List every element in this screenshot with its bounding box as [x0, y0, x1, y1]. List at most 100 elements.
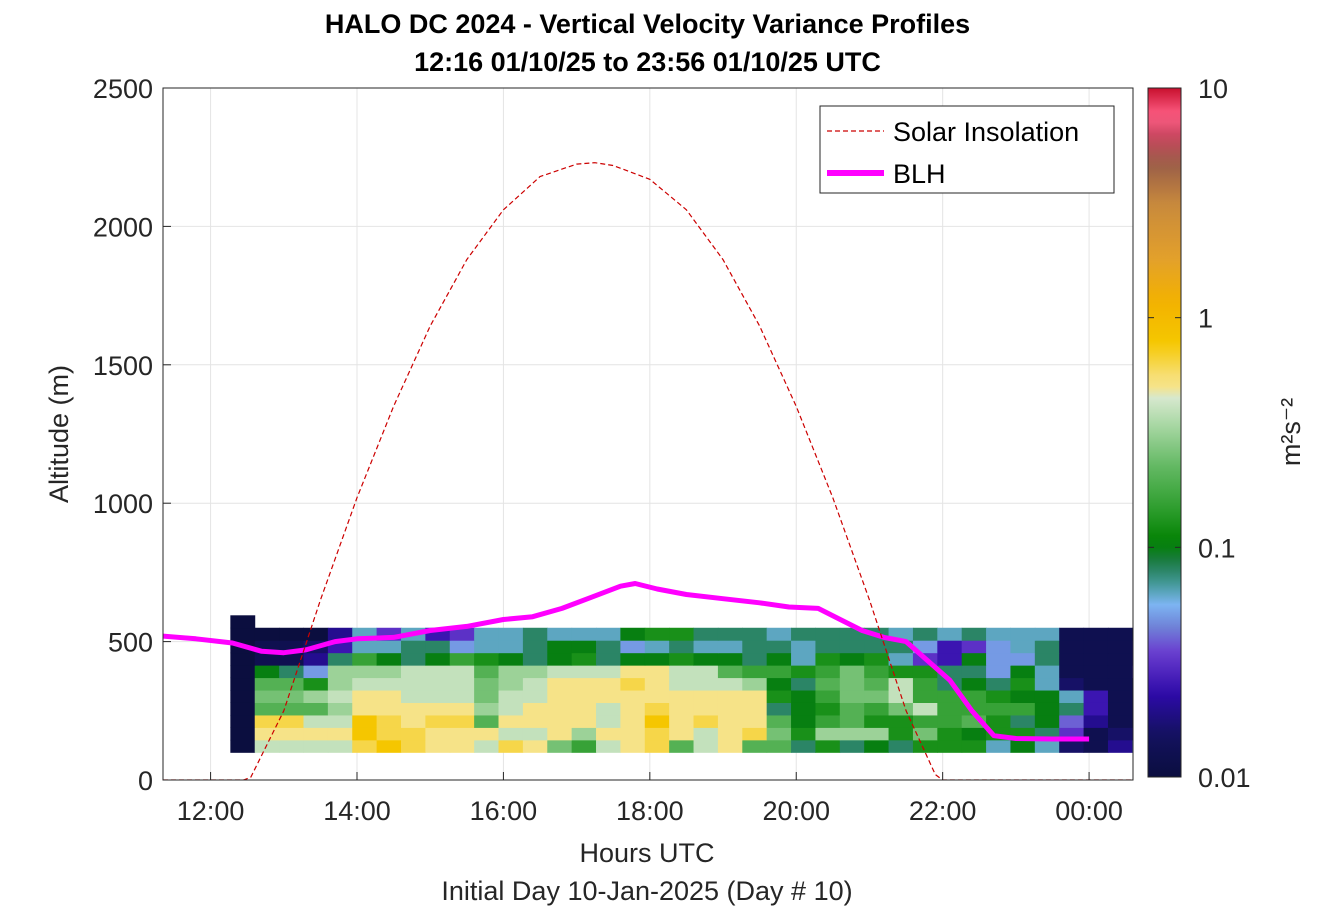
heatmap-cell [230, 615, 256, 629]
heatmap-cell [644, 727, 670, 741]
heatmap-cell [839, 652, 865, 666]
heatmap-cell [547, 652, 573, 666]
heatmap-cell [766, 665, 792, 679]
heatmap-cell [474, 665, 500, 679]
heatmap-cell [912, 702, 938, 716]
heatmap-cell [864, 677, 890, 691]
heatmap-cell [1034, 739, 1060, 753]
heatmap-cell [400, 640, 426, 654]
heatmap-cell [547, 714, 573, 728]
heatmap-cell [376, 690, 402, 703]
heatmap-cell [279, 727, 304, 741]
heatmap-cell [230, 677, 256, 691]
heatmap-cell [961, 677, 987, 691]
y-axis-label: Altitude (m) [44, 365, 74, 503]
heatmap-cell [327, 690, 353, 703]
heatmap-cell [596, 739, 621, 753]
heatmap-cell [644, 652, 670, 666]
heatmap-cell [400, 665, 426, 679]
heatmap-cell [1083, 739, 1109, 753]
heatmap-cell [230, 665, 256, 679]
heatmap-cell [352, 652, 378, 666]
heatmap-cell [669, 690, 695, 703]
heatmap-cell [400, 727, 426, 741]
heatmap-cell [303, 677, 329, 691]
heatmap-cell [620, 727, 646, 741]
heatmap-cell [986, 714, 1011, 728]
heatmap-cell [1107, 702, 1133, 716]
heatmap-cell [864, 739, 890, 753]
heatmap-cell [815, 665, 841, 679]
heatmap-cell [449, 652, 475, 666]
heatmap-cell [400, 677, 426, 691]
heatmap-cell [937, 727, 963, 741]
heatmap-cell [620, 739, 646, 753]
heatmap-cell [303, 665, 329, 679]
heatmap-cell [766, 739, 792, 753]
heatmap-cell [254, 652, 280, 666]
x-tick-label: 00:00 [1055, 796, 1123, 826]
heatmap-cell [864, 665, 890, 679]
heatmap-cell [376, 652, 402, 666]
heatmap-cell [474, 690, 500, 703]
heatmap-cell [230, 690, 256, 703]
heatmap-cell [596, 652, 621, 666]
heatmap-cell [376, 640, 402, 654]
heatmap-cell [693, 627, 719, 641]
heatmap-cell [400, 690, 426, 703]
heatmap-cell [766, 640, 792, 654]
heatmap-cell [1083, 702, 1109, 716]
heatmap-cell [522, 739, 548, 753]
heatmap-cell [596, 714, 621, 728]
heatmap-cell [1083, 677, 1109, 691]
heatmap-cell [742, 727, 768, 741]
heatmap-cell [693, 640, 719, 654]
heatmap-cell [937, 652, 963, 666]
heatmap-cell [425, 640, 451, 654]
heatmap-cell [522, 702, 548, 716]
heatmap-cell [254, 690, 280, 703]
heatmap-cell [230, 714, 256, 728]
x-tick-label: 18:00 [616, 796, 684, 826]
heatmap-cell [474, 677, 500, 691]
heatmap-cell [327, 714, 353, 728]
heatmap-cell [620, 677, 646, 691]
heatmap-cell [425, 714, 451, 728]
colorbar-tick-label: 0.01 [1198, 763, 1251, 793]
x-tick-label: 12:00 [177, 796, 245, 826]
heatmap-cell [620, 702, 646, 716]
heatmap-cell [839, 690, 865, 703]
heatmap-cell [1010, 665, 1036, 679]
y-tick-label: 0 [138, 766, 153, 796]
heatmap-cell [717, 690, 743, 703]
heatmap-cell [1059, 640, 1085, 654]
heatmap-cell [742, 640, 768, 654]
heatmap-cell [1083, 627, 1109, 641]
heatmap-cell [498, 677, 524, 691]
heatmap-cell [279, 714, 304, 728]
heatmap-cell [596, 677, 621, 691]
heatmap-cell [279, 627, 304, 641]
heatmap-cell [571, 665, 597, 679]
heatmap-cell [961, 690, 987, 703]
heatmap-cell [839, 665, 865, 679]
heatmap-cell [742, 627, 768, 641]
heatmap-cell [498, 665, 524, 679]
heatmap-cell [839, 677, 865, 691]
heatmap-cell [449, 702, 475, 716]
heatmap-cell [986, 677, 1011, 691]
heatmap-cell [400, 702, 426, 716]
heatmap-cell [254, 714, 280, 728]
heatmap-cell [791, 627, 816, 641]
heatmap-cell [303, 627, 329, 641]
heatmap-cell [815, 714, 841, 728]
heatmap-cell [1059, 702, 1085, 716]
y-axis: 0 500 1000 1500 2000 2500 [93, 74, 171, 796]
heatmap-cell [791, 714, 816, 728]
heatmap-cell [1083, 652, 1109, 666]
heatmap-cell [571, 677, 597, 691]
heatmap-cell [815, 690, 841, 703]
heatmap-cell [522, 665, 548, 679]
heatmap-cell [1083, 665, 1109, 679]
heatmap-cell [279, 652, 304, 666]
